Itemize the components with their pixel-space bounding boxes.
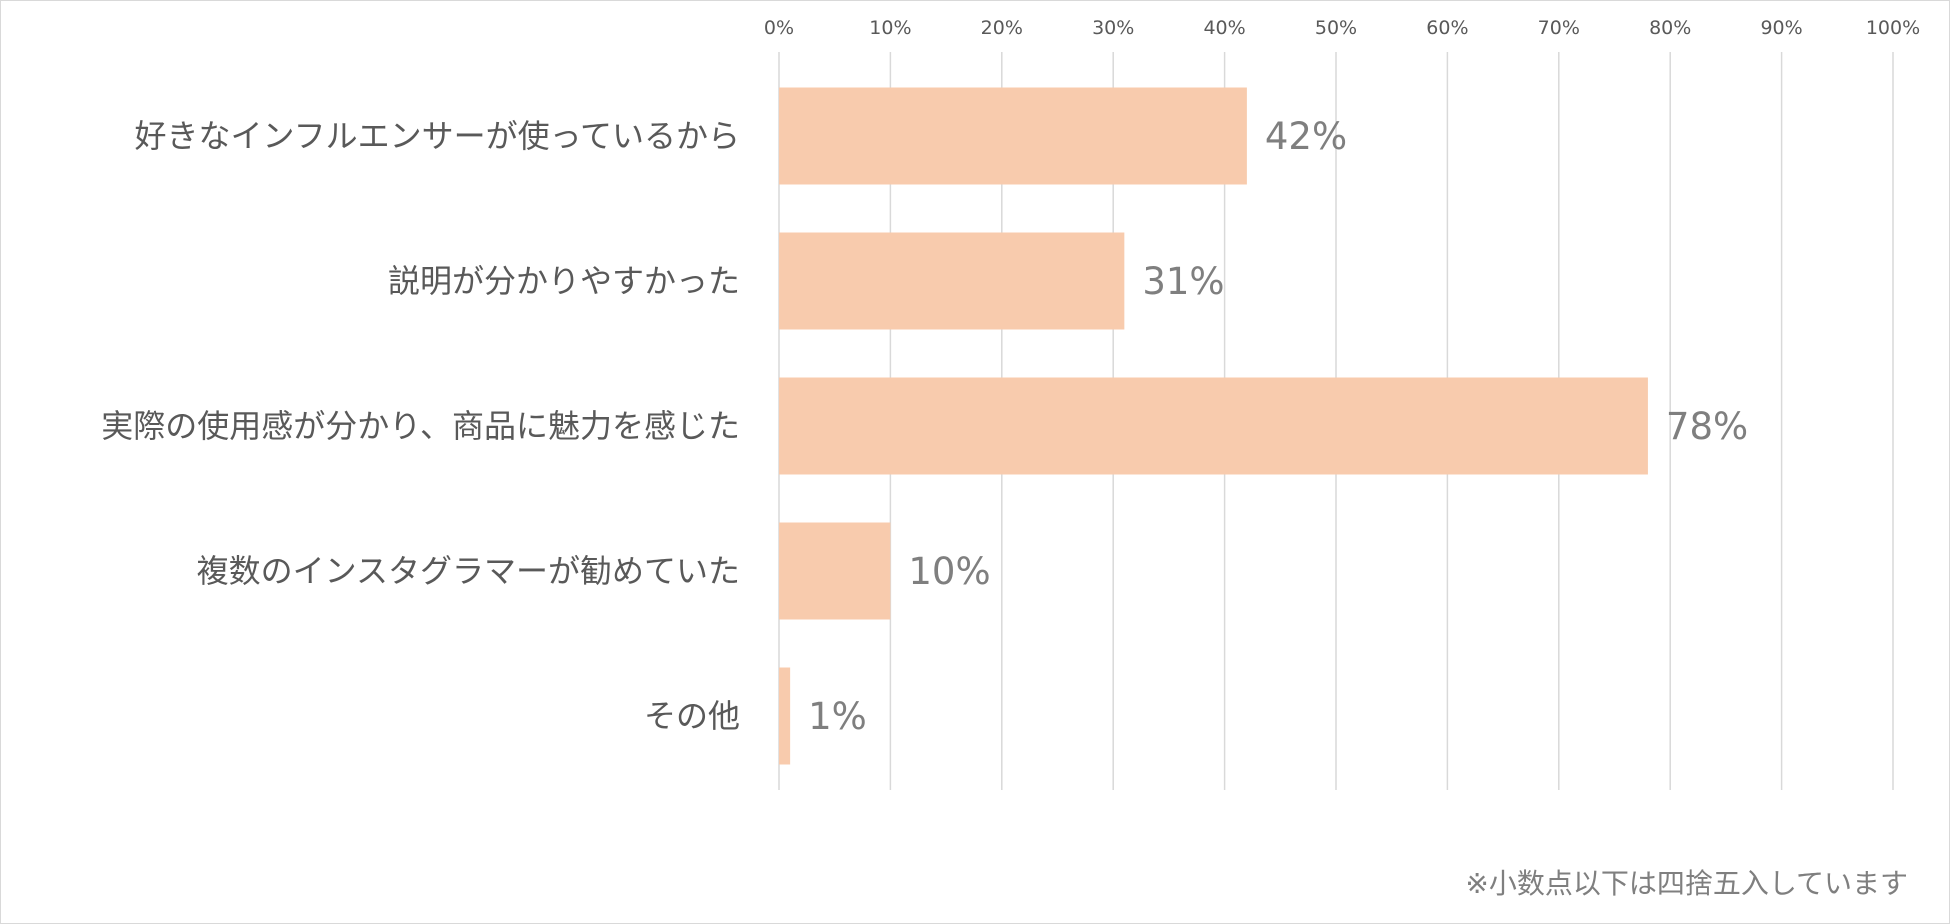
data-labels: 42% 31% 78% 10% 1% xyxy=(808,115,1748,738)
x-tick-label: 80% xyxy=(1649,17,1691,39)
x-tick-label: 10% xyxy=(869,17,911,39)
category-label: 実際の使用感が分かり、商品に魅力を感じた xyxy=(101,407,740,445)
bars xyxy=(779,87,1648,765)
bar xyxy=(779,667,791,765)
category-label: 複数のインスタグラマーが勧めていた xyxy=(197,552,740,590)
data-label: 31% xyxy=(1142,260,1224,303)
x-tick-label: 20% xyxy=(981,17,1023,39)
bar xyxy=(779,232,1125,330)
x-tick-label: 50% xyxy=(1315,17,1357,39)
x-tick-label: 60% xyxy=(1426,17,1468,39)
x-tick-label: 0% xyxy=(764,17,794,39)
footnote: ※小数点以下は四捨五入しています xyxy=(1465,867,1908,900)
bar xyxy=(779,377,1648,475)
bar xyxy=(779,522,891,620)
data-label: 1% xyxy=(808,695,867,738)
x-tick-label: 70% xyxy=(1538,17,1580,39)
category-label: 説明が分かりやすかった xyxy=(388,262,740,300)
bar xyxy=(779,87,1247,185)
data-label: 42% xyxy=(1265,115,1347,158)
x-axis-ticks: 0% 10% 20% 30% 40% 50% 60% 70% 80% 90% 100% xyxy=(764,17,1920,39)
data-label: 10% xyxy=(908,550,990,593)
x-tick-label: 30% xyxy=(1092,17,1134,39)
data-label: 78% xyxy=(1666,405,1748,448)
category-label: 好きなインフルエンサーが使っているから xyxy=(135,117,740,155)
x-tick-label: 40% xyxy=(1203,17,1245,39)
x-tick-label: 90% xyxy=(1760,17,1802,39)
category-label: その他 xyxy=(644,697,740,735)
category-labels: 好きなインフルエンサーが使っているから説明が分かりやすかった実際の使用感が分かり… xyxy=(101,117,740,735)
x-tick-label: 100% xyxy=(1866,17,1920,39)
